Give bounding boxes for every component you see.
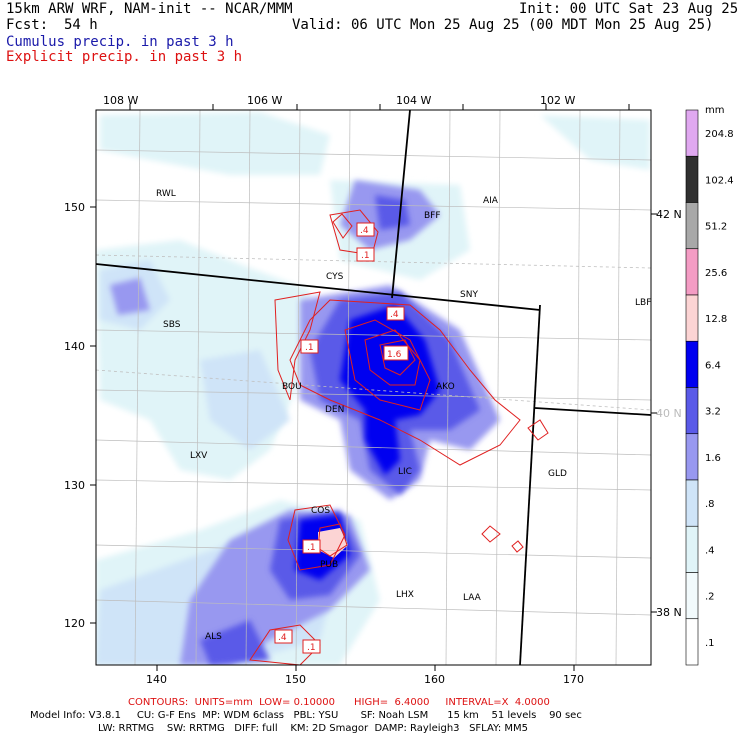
colorbar-level-label: 102.4	[705, 175, 734, 186]
colorbar-swatch	[685, 109, 699, 157]
contour-label: .4	[390, 310, 399, 320]
x-label-140: 140	[146, 673, 167, 686]
lat-label-40n: 40 N	[656, 407, 682, 420]
model-info-line1: Model Info: V3.8.1 CU: G-F Ens MP: WDM 6…	[30, 710, 582, 721]
colorbar-level-label: 12.8	[705, 314, 727, 325]
colorbar-level-label: 3.2	[705, 407, 721, 418]
county-boundaries	[96, 110, 651, 665]
colorbar-level-label: 1.6	[705, 453, 721, 464]
station-label: DEN	[325, 405, 344, 415]
model-info-line2: LW: RRTMG SW: RRTMG DIFF: full KM: 2D Sm…	[98, 723, 528, 734]
map-frame	[95, 109, 652, 666]
lon-label-106w: 106 W	[247, 94, 282, 107]
contour-info: CONTOURS: UNITS=mm LOW= 0.10000 HIGH= 6.…	[128, 697, 550, 708]
colorbar: 204.8 102.4 51.2 25.6 12.8 6.4 3.2 1.6 .8 .4 .2 .1	[685, 109, 734, 666]
colorbar-unit: mm	[705, 105, 724, 116]
contour-label: 1.6	[387, 350, 402, 360]
cumulus-legend: Cumulus precip. in past 3 h	[6, 34, 234, 50]
station-label: ALS	[205, 632, 222, 642]
colorbar-level-label: .4	[705, 545, 715, 556]
lon-label-104w: 104 W	[396, 94, 431, 107]
station-label: CYS	[326, 272, 344, 282]
station-label: LAA	[463, 593, 482, 603]
contour-label: .4	[360, 226, 369, 236]
station-label: COS	[311, 506, 330, 516]
station-label: PUB	[320, 560, 338, 570]
precip-field	[96, 110, 651, 665]
x-label-150: 150	[285, 673, 306, 686]
colorbar-level-label: 51.2	[705, 222, 727, 233]
lon-label-108w: 108 W	[103, 94, 138, 107]
station-label: LIC	[398, 467, 412, 477]
colorbar-swatch	[685, 618, 699, 666]
axis-ticks	[90, 104, 657, 671]
colorbar-swatch	[685, 433, 699, 481]
valid-time: Valid: 06 UTC Mon 25 Aug 25 (00 MDT Mon …	[292, 17, 714, 33]
contour-label: .1	[307, 543, 316, 553]
colorbar-swatch	[685, 479, 699, 527]
station-label: SNY	[460, 290, 478, 300]
station-label: RWL	[156, 189, 176, 199]
contour-label: .1	[361, 251, 370, 261]
y-label-130: 130	[64, 479, 85, 492]
station-label: GLD	[548, 469, 567, 479]
station-label: LHX	[396, 590, 414, 600]
colorbar-level-label: .1	[705, 638, 715, 649]
lat-label-42n: 42 N	[656, 208, 682, 221]
colorbar-level-label: 25.6	[705, 268, 727, 279]
colorbar-level-label: .8	[705, 499, 715, 510]
y-label-140: 140	[64, 340, 85, 353]
colorbar-level-label: 204.8	[705, 129, 734, 140]
station-label: BOU	[282, 382, 302, 392]
colorbar-swatch	[685, 202, 699, 250]
colorbar-swatch	[685, 155, 699, 203]
colorbar-level-label: .2	[705, 592, 715, 603]
contour-label: .1	[307, 643, 316, 653]
colorbar-swatch	[685, 572, 699, 620]
contour-label: .4	[278, 633, 287, 643]
station-label: SBS	[163, 320, 181, 330]
forecast-hour-value: 54 h	[64, 17, 98, 33]
colorbar-swatch	[685, 525, 699, 573]
y-label-120: 120	[64, 617, 85, 630]
station-label: AIA	[483, 196, 499, 206]
x-label-170: 170	[563, 673, 584, 686]
station-labels: RWL BFF AIA CYS SNY SBS BOU AKO DEN LBF …	[156, 189, 651, 642]
explicit-legend: Explicit precip. in past 3 h	[6, 49, 243, 65]
colorbar-swatch	[685, 387, 699, 435]
station-label: AKO	[436, 382, 455, 392]
latitude-line-40n	[96, 369, 651, 411]
station-label: BFF	[424, 211, 441, 221]
map-title: 15km ARW WRF, NAM-init -- NCAR/MMM	[6, 1, 293, 17]
x-label-160: 160	[424, 673, 445, 686]
explicit-contours	[249, 209, 549, 665]
colorbar-swatch	[685, 294, 699, 342]
init-time: Init: 00 UTC Sat 23 Aug 25	[519, 1, 739, 17]
state-borders	[96, 110, 651, 665]
contour-label: .1	[305, 343, 314, 353]
contour-value-labels: .4 .1 .4 .1 1.6 .1 .1 .4	[274, 222, 409, 654]
colorbar-swatch	[685, 340, 699, 388]
lat-label-38n: 38 N	[656, 606, 682, 619]
forecast-hour-label: Fcst:	[6, 17, 49, 33]
colorbar-swatch	[685, 248, 699, 296]
station-label: LBF	[635, 298, 651, 308]
y-label-150: 150	[64, 201, 85, 214]
colorbar-level-label: 6.4	[705, 360, 721, 371]
station-label: LXV	[190, 451, 208, 461]
lon-label-102w: 102 W	[540, 94, 575, 107]
